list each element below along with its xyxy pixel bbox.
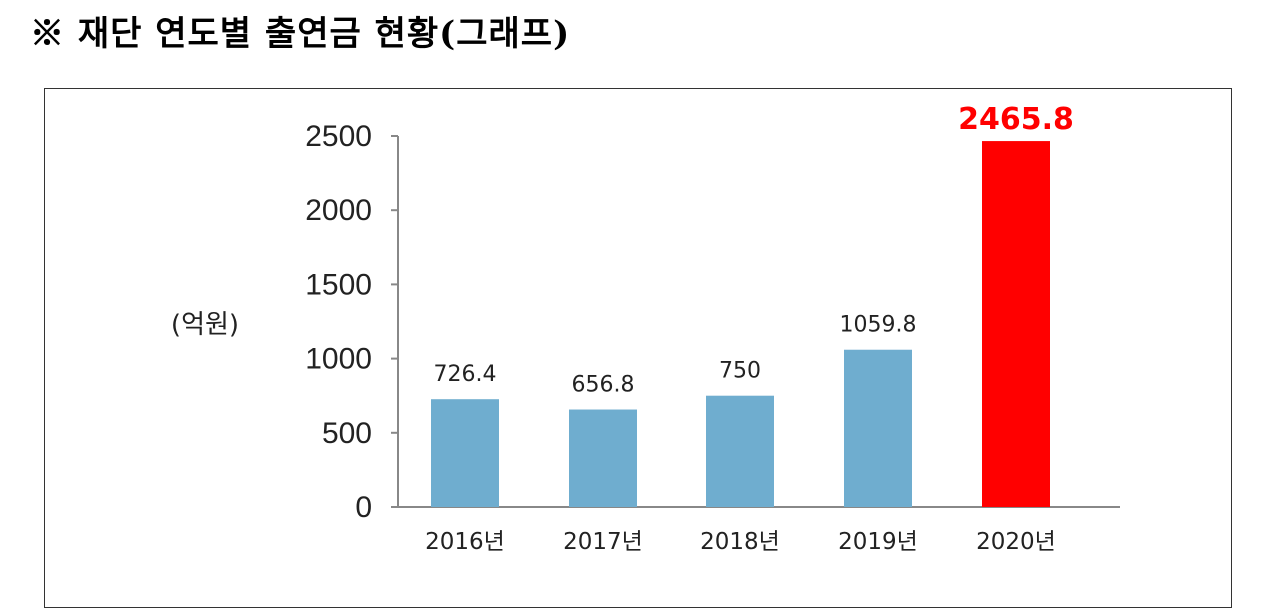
page-title: ※ 재단 연도별 출연금 현황(그래프): [30, 14, 571, 54]
category-label: 2020년: [976, 529, 1056, 555]
value-labels: 726.4 656.8 750 1059.8 2465.8: [434, 102, 1074, 397]
y-axis-unit-label: (억원): [171, 310, 239, 340]
bar-2017년: [569, 409, 637, 507]
bar-2018년: [706, 395, 774, 507]
value-label: 750: [719, 359, 761, 384]
y-tick-label: 0: [355, 491, 372, 524]
y-tick-label: 1500: [305, 268, 372, 301]
category-label: 2018년: [700, 529, 780, 555]
value-label: 2465.8: [958, 102, 1074, 137]
category-label: 2017년: [563, 529, 643, 555]
y-tick-label: 1000: [305, 343, 372, 376]
category-labels: 2016년 2017년 2018년 2019년 2020년: [425, 529, 1056, 555]
y-tick-label: 2000: [305, 194, 372, 227]
y-tick-label: 2500: [305, 120, 372, 153]
category-label: 2019년: [838, 529, 918, 555]
category-label: 2016년: [425, 529, 505, 555]
bar-2019년: [844, 349, 912, 507]
y-tick-label: 500: [322, 417, 372, 450]
value-label: 1059.8: [840, 313, 917, 338]
bar-2016년: [431, 399, 499, 507]
y-axis-ticks: 2500 2000 1500 1000 500 0: [305, 120, 398, 524]
bar-chart: 2500 2000 1500 1000 500 0 (억원) 726.4 656.8 750 1…: [171, 102, 1120, 555]
bars: [431, 141, 1050, 507]
value-label: 726.4: [434, 362, 497, 387]
value-label: 656.8: [572, 373, 635, 398]
bar-2020년: [982, 141, 1050, 507]
